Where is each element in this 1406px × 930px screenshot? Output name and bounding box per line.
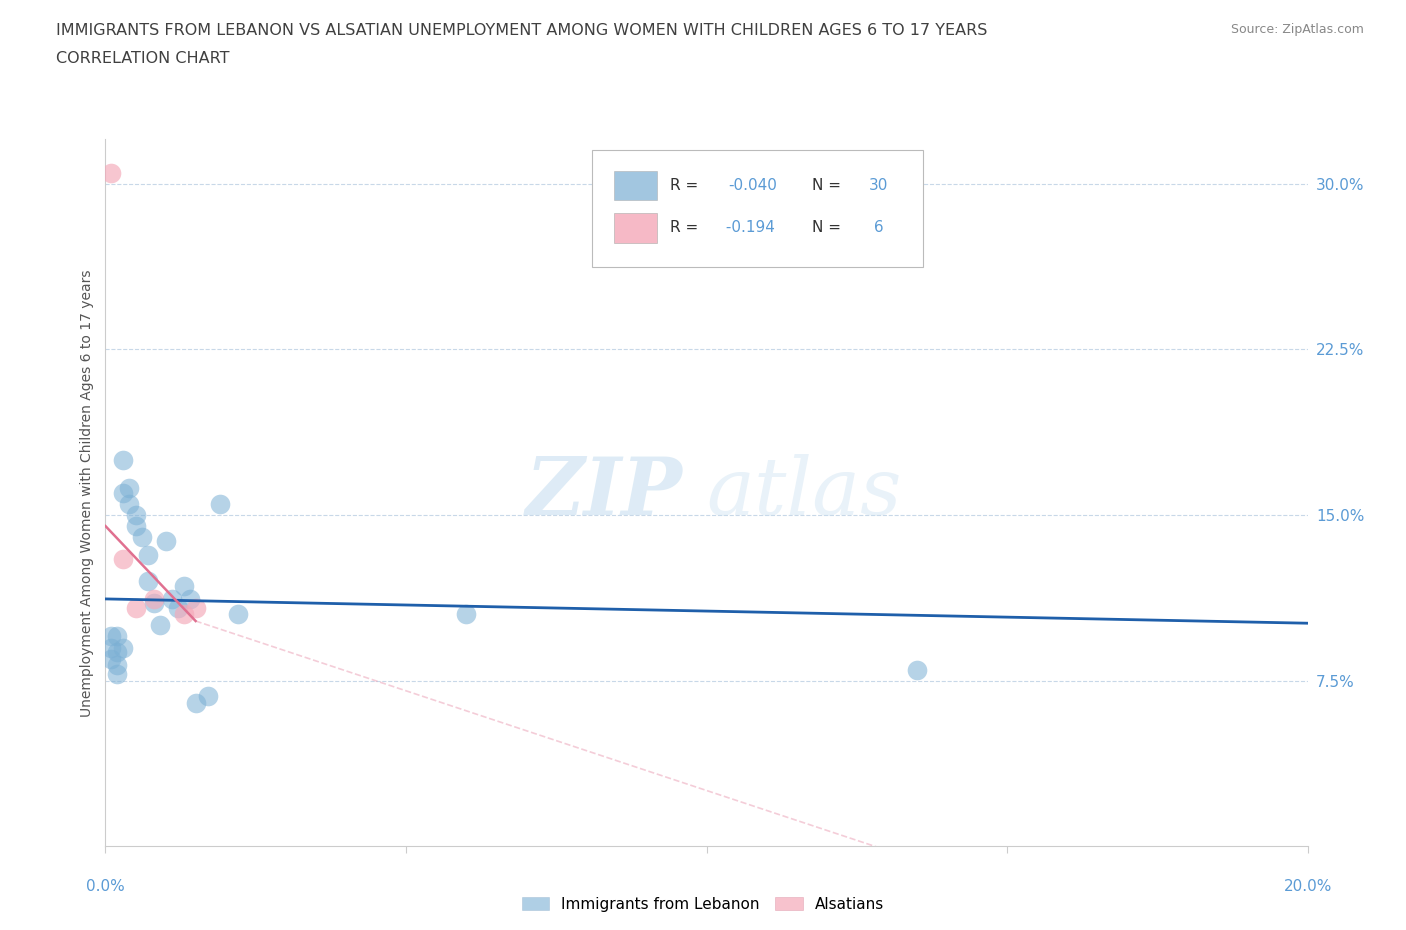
Text: atlas: atlas <box>707 454 901 532</box>
Point <box>166 601 188 616</box>
FancyBboxPatch shape <box>614 213 657 243</box>
Point <box>454 607 477 622</box>
Point <box>184 696 207 711</box>
Point <box>131 530 153 545</box>
Point <box>160 591 183 606</box>
Point <box>905 662 928 677</box>
Point <box>226 607 249 622</box>
Point <box>118 481 141 496</box>
Point <box>142 591 165 606</box>
Y-axis label: Unemployment Among Women with Children Ages 6 to 17 years: Unemployment Among Women with Children A… <box>80 269 94 717</box>
Text: -0.040: -0.040 <box>728 178 778 193</box>
Point <box>107 629 129 644</box>
Point <box>173 607 195 622</box>
Text: 30: 30 <box>869 178 889 193</box>
Point <box>100 640 122 655</box>
Point <box>100 166 122 180</box>
Point <box>179 591 201 606</box>
Point <box>107 644 129 659</box>
Point <box>100 629 122 644</box>
Text: N =: N = <box>813 178 846 193</box>
FancyBboxPatch shape <box>614 170 657 200</box>
Point <box>197 688 219 704</box>
Point <box>124 601 146 616</box>
Text: N =: N = <box>813 220 846 235</box>
Point <box>107 667 129 682</box>
FancyBboxPatch shape <box>592 150 922 267</box>
Point <box>112 452 135 467</box>
Text: R =: R = <box>671 178 703 193</box>
Point <box>184 601 207 616</box>
Point <box>124 519 146 534</box>
Point <box>124 508 146 523</box>
Text: 6: 6 <box>869 220 883 235</box>
Point <box>112 485 135 500</box>
Text: 0.0%: 0.0% <box>86 879 125 894</box>
Point <box>155 534 177 549</box>
Point <box>118 497 141 512</box>
Legend: Immigrants from Lebanon, Alsatians: Immigrants from Lebanon, Alsatians <box>516 890 890 918</box>
Point <box>142 596 165 611</box>
Point <box>173 578 195 593</box>
Point <box>136 547 159 562</box>
Point <box>112 640 135 655</box>
Text: ZIP: ZIP <box>526 454 682 532</box>
Point <box>208 497 231 512</box>
Text: IMMIGRANTS FROM LEBANON VS ALSATIAN UNEMPLOYMENT AMONG WOMEN WITH CHILDREN AGES : IMMIGRANTS FROM LEBANON VS ALSATIAN UNEM… <box>56 23 987 38</box>
Text: -0.194: -0.194 <box>721 220 775 235</box>
Text: Source: ZipAtlas.com: Source: ZipAtlas.com <box>1230 23 1364 36</box>
Point <box>112 551 135 566</box>
Point <box>107 658 129 672</box>
Text: CORRELATION CHART: CORRELATION CHART <box>56 51 229 66</box>
Text: R =: R = <box>671 220 703 235</box>
Point <box>136 574 159 589</box>
Point <box>148 618 170 633</box>
Point <box>100 651 122 666</box>
Text: 20.0%: 20.0% <box>1284 879 1331 894</box>
